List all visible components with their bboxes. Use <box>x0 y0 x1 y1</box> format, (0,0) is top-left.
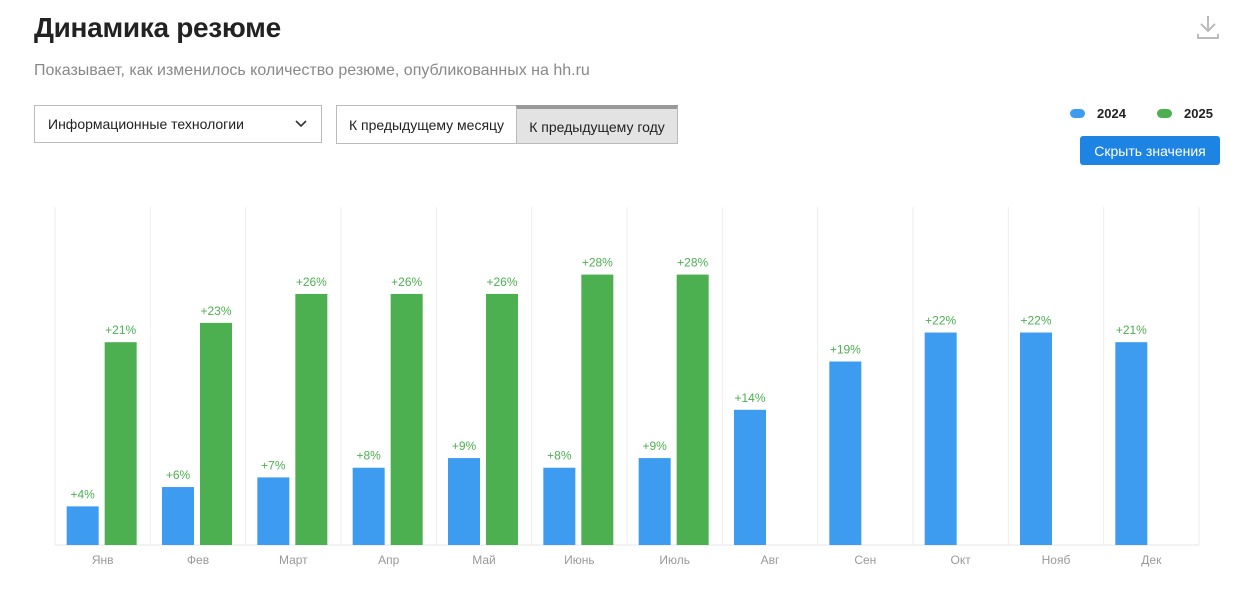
legend-item[interactable]: 2025 <box>1157 106 1213 121</box>
value-label: +19% <box>830 343 861 357</box>
industry-select[interactable]: Информационные технологии <box>34 105 322 143</box>
bar <box>676 274 709 545</box>
bar <box>162 487 194 545</box>
value-label: +21% <box>1116 323 1147 337</box>
value-label: +4% <box>70 487 95 501</box>
bar <box>734 409 766 545</box>
value-label: +23% <box>200 304 231 318</box>
bar <box>352 467 385 545</box>
x-tick-label: Март <box>279 553 308 567</box>
bar <box>1020 332 1052 545</box>
x-tick-label: Июнь <box>564 553 595 567</box>
x-tick-label: Апр <box>378 553 400 567</box>
period-option-selected[interactable]: К предыдущему году <box>516 105 678 144</box>
bar <box>924 332 957 545</box>
x-tick-label: Нояб <box>1042 553 1071 567</box>
bar <box>390 293 423 545</box>
bar <box>486 293 518 545</box>
value-label: +28% <box>677 256 708 270</box>
x-tick-label: Фев <box>187 553 209 567</box>
hide-values-button[interactable]: Скрыть значения <box>1080 136 1220 165</box>
x-tick-label: Сен <box>854 553 876 567</box>
value-label: +8% <box>547 449 572 463</box>
x-tick-label: Янв <box>92 553 114 567</box>
value-label: +7% <box>261 458 286 472</box>
bar <box>104 342 137 545</box>
value-label: +22% <box>925 314 956 328</box>
industry-label: Информационные технологии <box>48 116 244 132</box>
value-label: +8% <box>356 449 381 463</box>
bar <box>66 506 99 545</box>
bar <box>543 467 576 545</box>
bar <box>829 361 862 545</box>
value-label: +28% <box>582 256 613 270</box>
x-tick-label: Дек <box>1141 553 1162 567</box>
value-label: +21% <box>105 323 136 337</box>
x-tick-label: Окт <box>951 553 972 567</box>
download-icon[interactable] <box>1196 14 1220 40</box>
x-tick-label: Июль <box>659 553 690 567</box>
legend-swatch <box>1070 109 1085 118</box>
bar <box>257 477 290 545</box>
bar <box>295 293 328 545</box>
bar <box>448 458 480 545</box>
legend-label: 2024 <box>1097 106 1126 121</box>
bar <box>200 322 232 545</box>
x-tick-label: Май <box>472 553 496 567</box>
value-label: +14% <box>734 391 765 405</box>
title: Динамика резюме <box>34 12 281 43</box>
value-label: +26% <box>296 275 327 289</box>
x-tick-label: Авг <box>761 553 780 567</box>
bar <box>1115 342 1148 545</box>
legend-swatch <box>1157 109 1172 118</box>
value-label: +26% <box>486 275 517 289</box>
value-label: +9% <box>642 439 667 453</box>
value-label: +22% <box>1020 314 1051 328</box>
value-label: +9% <box>452 439 477 453</box>
subtitle: Показывает, как изменилось количество ре… <box>34 62 590 79</box>
bar <box>638 458 671 545</box>
legend-item[interactable]: 2024 <box>1070 106 1126 121</box>
bar <box>581 274 614 545</box>
value-label: +26% <box>391 275 422 289</box>
value-label: +6% <box>166 468 191 482</box>
legend-label: 2025 <box>1184 106 1213 121</box>
